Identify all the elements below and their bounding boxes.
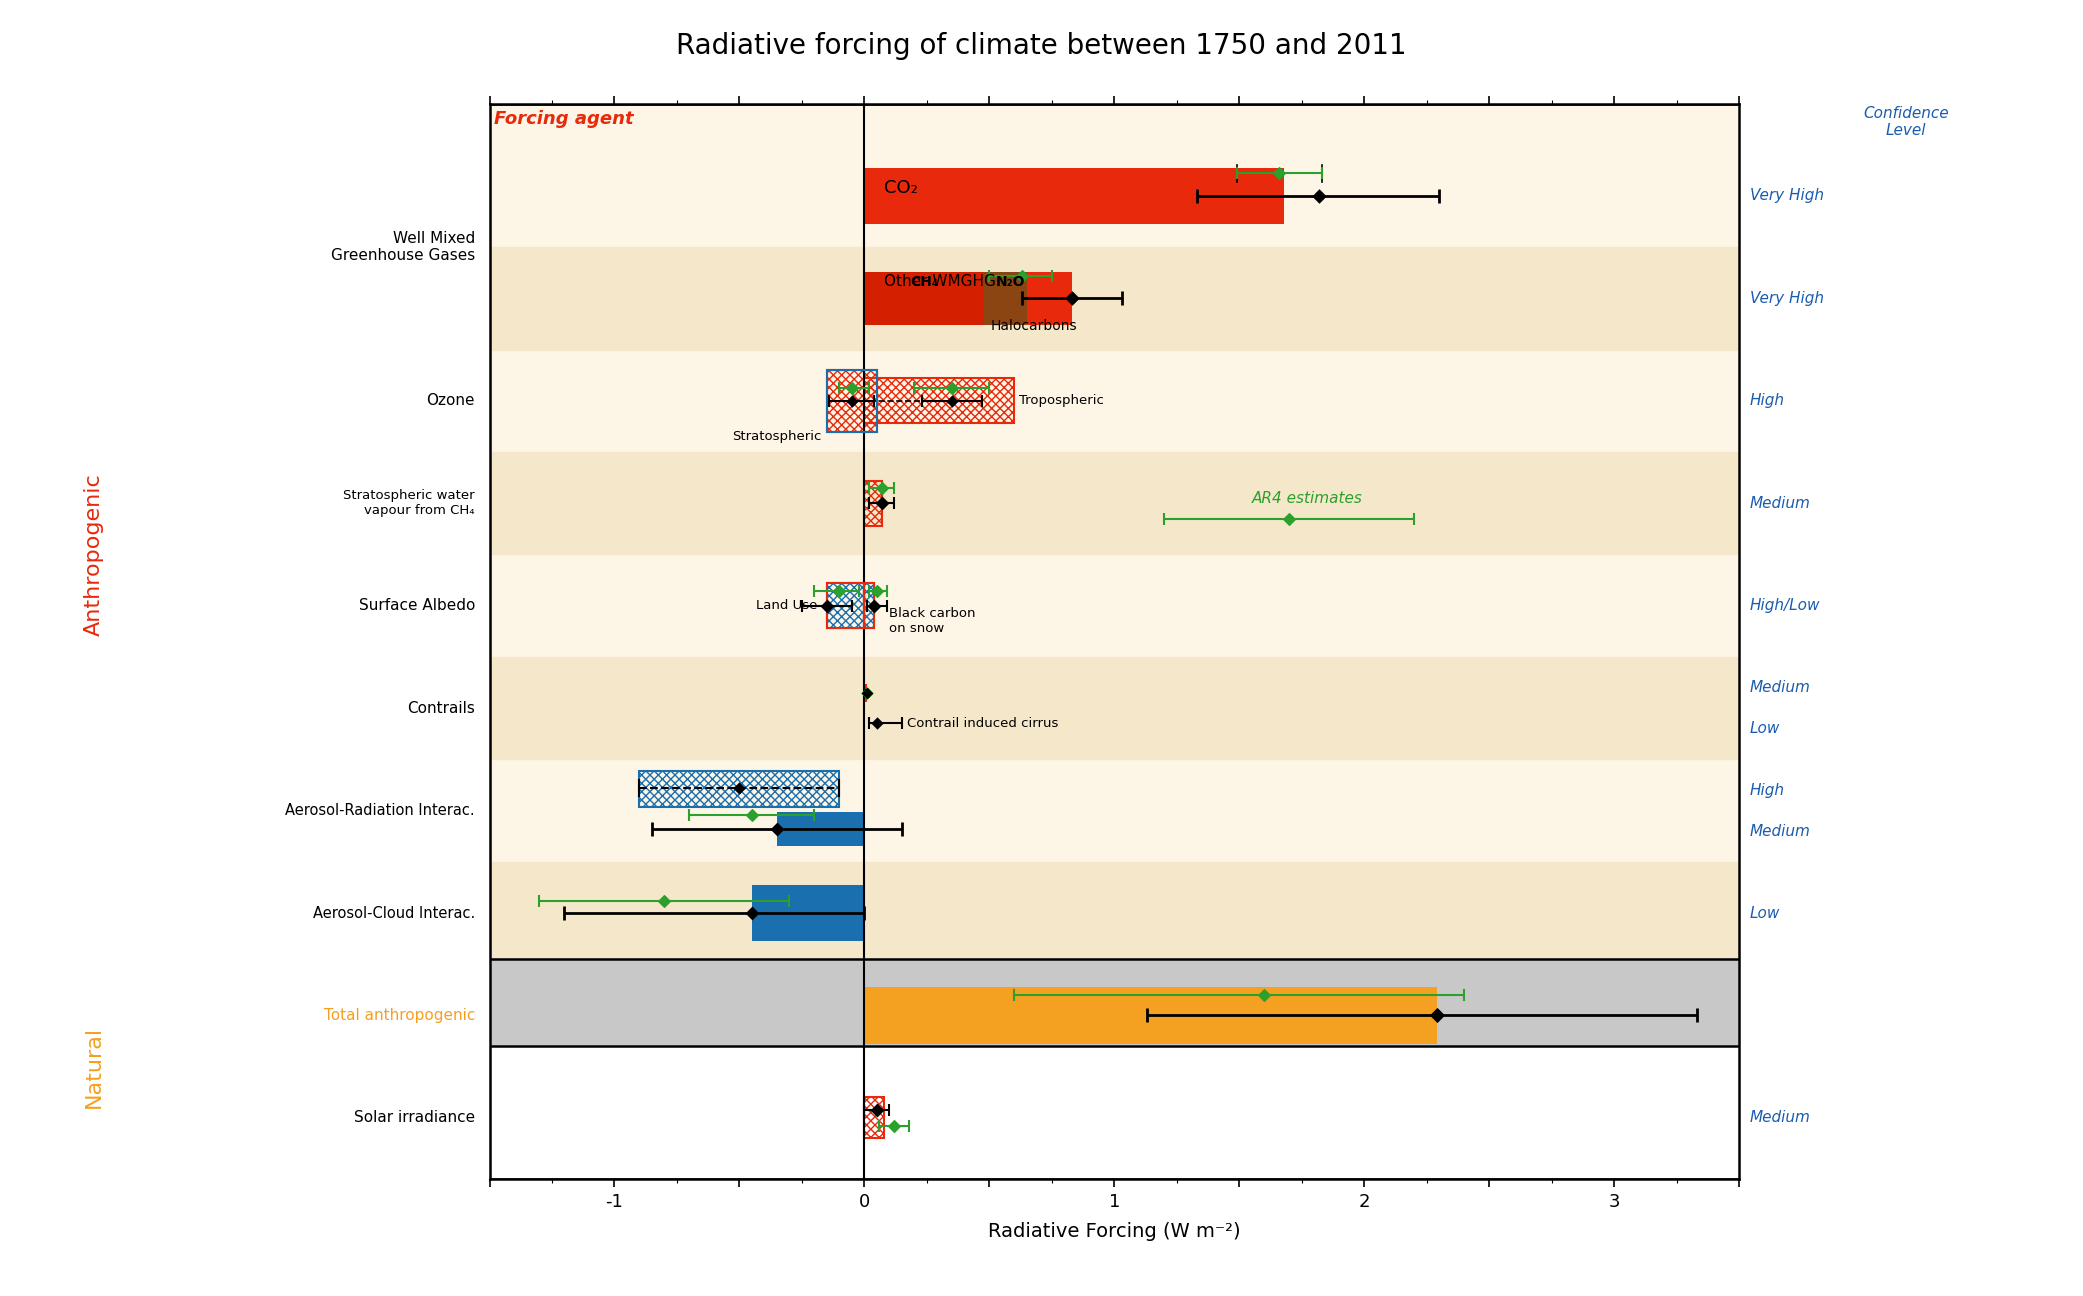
Point	[1262, 163, 1296, 184]
Point	[877, 1116, 910, 1137]
Text: Medium: Medium	[1750, 680, 1810, 695]
Bar	[490, 862, 1739, 964]
Text: N₂O: N₂O	[996, 275, 1025, 289]
Point	[935, 390, 969, 411]
Point	[723, 778, 756, 798]
Bar	[864, 272, 1073, 325]
Point	[864, 477, 898, 498]
Text: Forcing agent: Forcing agent	[494, 110, 633, 128]
Text: Other WMGHG: Other WMGHG	[885, 275, 996, 289]
Text: AR4 estimates: AR4 estimates	[1252, 491, 1362, 505]
Point	[850, 683, 883, 704]
Point	[1006, 266, 1039, 286]
Bar	[864, 583, 875, 629]
Text: Very High: Very High	[1750, 290, 1825, 306]
Bar	[777, 811, 864, 846]
Text: High: High	[1750, 783, 1785, 797]
Point	[1273, 508, 1306, 529]
Bar	[827, 583, 864, 629]
Bar	[827, 371, 877, 432]
Text: Medium: Medium	[1750, 495, 1810, 511]
Point	[850, 683, 883, 704]
Bar	[490, 248, 1739, 350]
Bar	[864, 683, 867, 702]
Point	[860, 1099, 894, 1120]
Point	[858, 595, 892, 616]
Bar	[864, 583, 875, 629]
X-axis label: Radiative Forcing (W m⁻²): Radiative Forcing (W m⁻²)	[987, 1222, 1241, 1240]
Text: Radiative forcing of climate between 1750 and 2011: Radiative forcing of climate between 175…	[677, 32, 1406, 61]
Text: Contrails: Contrails	[406, 701, 475, 715]
Text: Medium: Medium	[1750, 1111, 1810, 1125]
Bar	[639, 771, 839, 807]
Text: Total anthropogenic: Total anthropogenic	[323, 1008, 475, 1023]
Point	[1248, 985, 1281, 1006]
Point	[860, 581, 894, 601]
Text: Aerosol-Radiation Interac.: Aerosol-Radiation Interac.	[285, 804, 475, 818]
Text: CO₂: CO₂	[885, 179, 919, 197]
Point	[648, 890, 681, 911]
Text: Black carbon
on snow: Black carbon on snow	[889, 607, 977, 635]
Text: Confidence
Level: Confidence Level	[1862, 106, 1950, 139]
Point	[735, 902, 769, 923]
Bar	[864, 167, 1285, 224]
Text: Well Mixed
Greenhouse Gases: Well Mixed Greenhouse Gases	[331, 231, 475, 263]
Text: Stratospheric: Stratospheric	[733, 430, 823, 443]
Bar	[864, 481, 881, 526]
Point	[1056, 288, 1089, 308]
Point	[1262, 163, 1296, 184]
Bar	[985, 272, 1027, 325]
Bar	[490, 657, 1739, 759]
Text: High/Low: High/Low	[1750, 599, 1821, 613]
Point	[864, 492, 898, 513]
Text: Medium: Medium	[1750, 823, 1810, 839]
Point	[823, 581, 856, 601]
Point	[1421, 1006, 1454, 1026]
Bar	[490, 452, 1739, 555]
Text: Surface Albedo: Surface Albedo	[358, 599, 475, 613]
Point	[735, 805, 769, 826]
Text: Land Use: Land Use	[756, 599, 817, 612]
Point	[835, 390, 869, 411]
Text: Low: Low	[1750, 721, 1781, 736]
Text: Low: Low	[1750, 906, 1781, 920]
Point	[810, 595, 844, 616]
Text: Aerosol-Cloud Interac.: Aerosol-Cloud Interac.	[312, 906, 475, 920]
Bar	[752, 885, 864, 941]
Point	[1302, 185, 1335, 206]
Bar	[490, 959, 1739, 1046]
Point	[760, 819, 794, 840]
Text: CH₄: CH₄	[910, 275, 939, 289]
Bar	[864, 378, 1014, 424]
Bar	[864, 272, 985, 325]
Text: Halocarbons: Halocarbons	[992, 319, 1077, 333]
Point	[860, 713, 894, 734]
Text: Anthropogenic: Anthropogenic	[83, 473, 104, 636]
Text: Very High: Very High	[1750, 188, 1825, 203]
Bar	[827, 583, 864, 629]
Bar	[864, 1098, 885, 1138]
Text: Tropospheric: Tropospheric	[1019, 394, 1104, 407]
Bar	[827, 371, 877, 432]
Bar	[864, 986, 1437, 1045]
Text: Contrail induced cirrus: Contrail induced cirrus	[906, 717, 1058, 730]
Text: Ozone: Ozone	[427, 393, 475, 408]
Text: High: High	[1750, 393, 1785, 408]
Point	[935, 378, 969, 399]
Point	[835, 378, 869, 399]
Bar	[490, 1046, 1739, 1179]
Bar	[490, 104, 1739, 959]
Text: Solar irradiance: Solar irradiance	[354, 1111, 475, 1125]
Text: Stratospheric water
vapour from CH₄: Stratospheric water vapour from CH₄	[344, 489, 475, 517]
Text: Natural: Natural	[83, 1025, 104, 1108]
